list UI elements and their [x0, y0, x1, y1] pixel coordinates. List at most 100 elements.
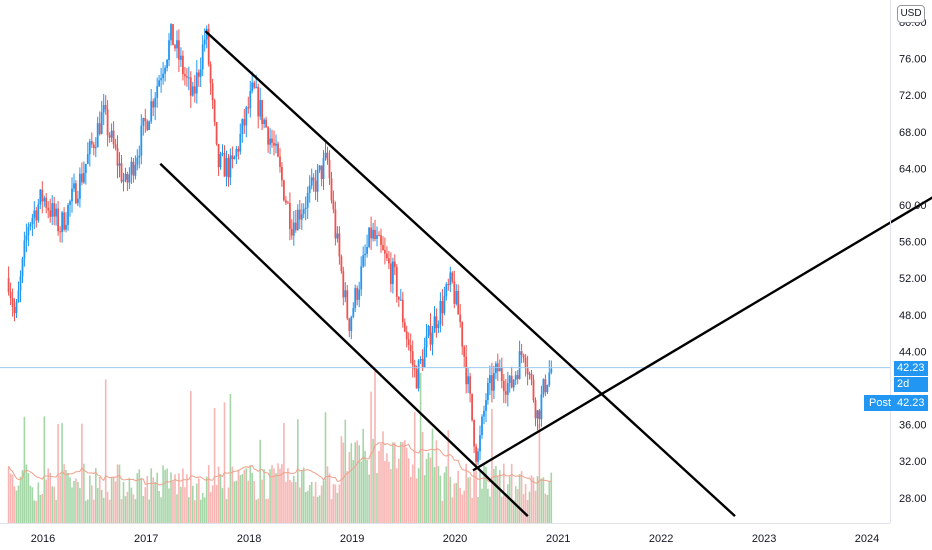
trendline-rising-support[interactable] — [472, 182, 932, 472]
price-axis-label: 48.00 — [899, 310, 927, 322]
price-axis-label: 60.00 — [899, 200, 927, 212]
price-candles — [7, 23, 553, 467]
volume-bar — [459, 487, 461, 523]
volume-bar — [15, 490, 18, 523]
volume-bar — [384, 461, 386, 523]
volume-bar — [184, 487, 186, 523]
candle-body — [514, 375, 517, 380]
candle-body — [504, 391, 507, 395]
candle-body — [140, 125, 143, 156]
volume-bar — [380, 444, 382, 523]
volume-bar — [102, 497, 105, 523]
candle-body — [324, 152, 327, 159]
candle-body — [296, 209, 299, 231]
volume-bar — [447, 430, 450, 523]
candle-body — [376, 235, 378, 239]
volume-bar — [372, 438, 374, 523]
candle-body — [13, 307, 16, 314]
volume-bar — [328, 473, 331, 523]
volume-bar — [467, 477, 469, 523]
volume-bar — [118, 464, 121, 523]
candle-body — [395, 267, 398, 297]
candle-body — [25, 235, 28, 241]
volume-bar — [231, 466, 234, 523]
volume-bar — [239, 475, 242, 523]
candle-body — [506, 383, 509, 395]
volume-bar — [376, 473, 378, 523]
candle-body — [392, 261, 394, 284]
volume-bar — [415, 478, 418, 523]
candle-body — [447, 284, 450, 286]
candle-body — [493, 373, 495, 391]
trendline-channel-upper[interactable] — [204, 30, 736, 517]
volume-bar — [89, 475, 91, 523]
candle-body — [255, 86, 258, 88]
volume-bar — [453, 483, 456, 523]
candle-body — [55, 208, 57, 217]
volume-bar — [136, 473, 139, 523]
volume-bar — [437, 466, 440, 523]
volume-bar — [542, 477, 545, 523]
candle-body — [417, 360, 420, 389]
candle-body — [90, 141, 93, 145]
volume-bar — [312, 496, 315, 523]
candle-body — [439, 301, 442, 325]
trendline-channel-lower[interactable] — [159, 162, 529, 517]
candle-body — [469, 376, 471, 394]
volume-bar — [435, 440, 438, 523]
candle-body — [524, 357, 527, 369]
candle-body — [370, 227, 372, 239]
candle-body — [67, 205, 69, 225]
candle-body — [138, 155, 141, 158]
volume-bar — [429, 457, 432, 523]
candle-body — [441, 301, 444, 314]
volume-bar — [540, 478, 543, 523]
volume-bar — [176, 494, 178, 523]
volume-bar — [512, 500, 515, 523]
volume-bar — [346, 471, 349, 523]
volume-bar — [144, 487, 147, 523]
candle-body — [298, 209, 301, 220]
candle-body — [215, 122, 218, 145]
candle-body — [174, 45, 176, 49]
volume-bar — [53, 486, 55, 523]
candle-body — [403, 322, 406, 332]
candle-body — [267, 127, 269, 145]
candle-body — [534, 400, 537, 419]
volume-bar — [475, 470, 477, 523]
volume-bar — [405, 447, 408, 523]
candle-body — [92, 144, 95, 149]
volume-bar — [51, 486, 53, 523]
candle-body — [310, 177, 313, 186]
candle-body — [467, 376, 469, 385]
candle-body — [49, 210, 52, 217]
candle-body — [41, 189, 44, 202]
volume-bar — [114, 481, 117, 523]
volume-bar — [449, 476, 452, 523]
candle-body — [498, 367, 501, 372]
time-axis-label: 2019 — [340, 533, 364, 545]
volume-bar — [417, 468, 420, 523]
volume-bar — [112, 477, 115, 523]
volume-bar — [501, 496, 503, 523]
candle-body — [124, 173, 127, 180]
volume-bar — [524, 484, 527, 523]
volume-bar — [532, 477, 535, 523]
candle-body — [502, 381, 505, 392]
currency-button[interactable]: USD — [897, 5, 925, 23]
volume-bar — [507, 484, 509, 523]
volume-bar — [356, 440, 358, 523]
candle-body — [320, 165, 323, 179]
volume-bar — [98, 476, 101, 523]
time-axis[interactable]: 2016 2017 2018 2019 2020 2021 2022 2023 2024 — [31, 533, 879, 545]
candle-body — [261, 100, 263, 124]
candle-body — [390, 263, 392, 284]
candle-body — [63, 212, 65, 230]
candle-body — [455, 291, 458, 304]
candle-body — [292, 222, 295, 236]
trendlines[interactable] — [159, 30, 932, 517]
candle-body — [289, 203, 291, 230]
volume-bar — [126, 491, 129, 523]
volume-bar — [7, 466, 10, 523]
